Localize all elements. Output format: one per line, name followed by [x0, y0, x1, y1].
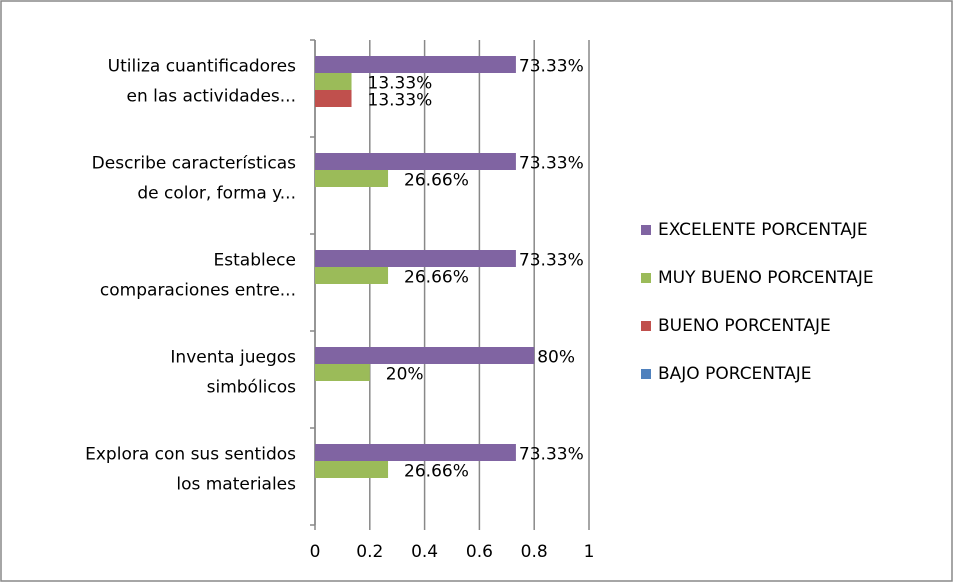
legend-label: EXCELENTE PORCENTAJE	[658, 220, 868, 240]
x-tick-label: 0.2	[356, 542, 383, 562]
y-tick-label: los materiales	[176, 475, 296, 495]
x-tick-label: 0.6	[466, 542, 493, 562]
data-label: 73.33%	[519, 154, 584, 174]
y-tick-label: simbólicos	[207, 378, 297, 398]
y-tick-label: Describe características	[92, 154, 296, 174]
data-label: 80%	[537, 348, 575, 368]
data-label: 73.33%	[519, 57, 584, 77]
bar	[315, 90, 352, 107]
legend-swatch	[641, 225, 651, 235]
legend-label: BUENO PORCENTAJE	[658, 316, 831, 336]
data-label: 73.33%	[519, 445, 584, 465]
y-tick-label: Establece	[214, 251, 296, 271]
bar	[315, 444, 516, 461]
y-tick-label: Utiliza cuantificadores	[108, 57, 296, 77]
x-tick-label: 0.8	[521, 542, 548, 562]
data-label: 26.66%	[404, 462, 469, 482]
legend-swatch	[641, 369, 651, 379]
data-label: 13.33%	[368, 91, 433, 111]
data-label: 20%	[386, 365, 424, 385]
x-tick-label: 0	[310, 542, 321, 562]
x-tick-label: 1	[584, 542, 595, 562]
legend-label: BAJO PORCENTAJE	[658, 364, 811, 384]
y-tick-label: Inventa juegos	[170, 348, 296, 368]
y-tick-label: Explora con sus sentidos	[85, 445, 296, 465]
y-tick-label: en las actividades...	[126, 87, 296, 107]
data-label: 73.33%	[519, 251, 584, 271]
bar	[315, 461, 389, 478]
bar	[315, 267, 389, 284]
x-tick-label: 0.4	[411, 542, 438, 562]
bar	[315, 347, 535, 364]
y-tick-label: comparaciones entre...	[100, 281, 296, 301]
legend-swatch	[641, 273, 651, 283]
data-label: 26.66%	[404, 268, 469, 288]
bar	[315, 250, 516, 267]
legend-swatch	[641, 321, 651, 331]
bar	[315, 364, 370, 381]
y-tick-label: de color, forma y...	[137, 184, 296, 204]
bar	[315, 170, 389, 187]
legend-label: MUY BUENO PORCENTAJE	[658, 268, 874, 288]
bar	[315, 73, 352, 90]
bar	[315, 153, 516, 170]
bar	[315, 56, 516, 73]
data-label: 26.66%	[404, 171, 469, 191]
data-label: 13.33%	[368, 74, 433, 94]
